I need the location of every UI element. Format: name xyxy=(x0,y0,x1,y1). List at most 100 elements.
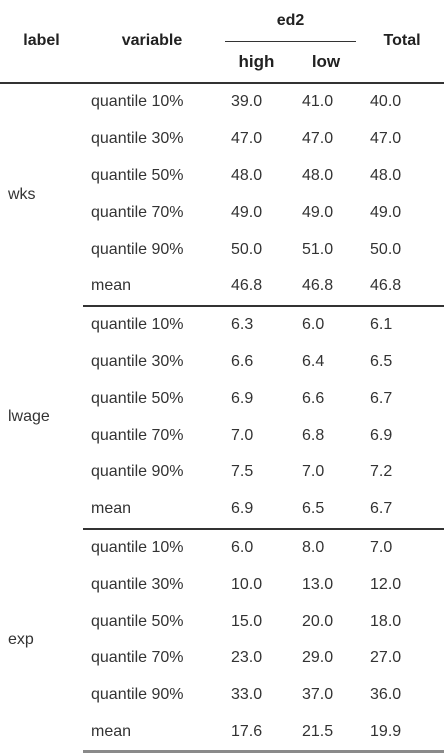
high-value-cell: 23.0 xyxy=(231,649,263,667)
high-value-cell: 10.0 xyxy=(231,575,263,593)
low-value-cell: 21.5 xyxy=(292,713,361,753)
low-value-cell: 29.0 xyxy=(302,649,334,667)
total-value-cell: 18.0 xyxy=(370,612,402,630)
high-value-cell: 6.3 xyxy=(231,316,254,334)
table-header: label variable ed2 Total high low xyxy=(0,0,444,84)
high-value-cell: 33.0 xyxy=(231,686,263,704)
table-row: exp quantile 10% 6.0 8.0 7.0 xyxy=(0,529,444,648)
high-value-cell: 6.9 xyxy=(221,490,292,530)
high-value-cell: 6.0 xyxy=(231,538,254,556)
table-row: quantile 30% 6.6 6.4 6.5 xyxy=(0,344,444,381)
table-row: quantile 90% 7.5 7.0 7.2 xyxy=(0,454,444,491)
total-value-cell: 7.0 xyxy=(370,538,393,556)
variable-cell: quantile 10% xyxy=(91,93,184,111)
table-row: quantile 50% 6.9 6.6 6.7 xyxy=(0,380,444,417)
group-label-1: lwage xyxy=(8,408,50,426)
low-value-cell: 6.5 xyxy=(292,490,361,530)
variable-cell: quantile 30% xyxy=(91,352,184,370)
variable-cell: quantile 90% xyxy=(91,686,184,704)
table-row: mean 17.6 21.5 19.9 xyxy=(0,713,444,753)
low-value-cell: 48.0 xyxy=(302,166,334,184)
low-value-cell: 47.0 xyxy=(302,130,334,148)
low-value-cell: 6.4 xyxy=(302,352,325,370)
total-value-cell: 7.2 xyxy=(370,463,393,481)
low-value-cell: 41.0 xyxy=(302,93,334,111)
total-value-cell: 6.1 xyxy=(370,316,393,334)
variable-cell: quantile 30% xyxy=(91,575,184,593)
table-row: quantile 70% 23.0 29.0 27.0 xyxy=(0,640,444,677)
high-value-cell: 17.6 xyxy=(221,713,292,753)
variable-cell: mean xyxy=(83,490,221,530)
table-row: quantile 50% 15.0 20.0 18.0 xyxy=(0,603,444,640)
variable-cell: mean xyxy=(83,713,221,753)
total-value-cell: 27.0 xyxy=(370,649,402,667)
header-group-label: ed2 xyxy=(276,12,305,29)
variable-cell: quantile 10% xyxy=(91,316,184,334)
high-value-cell: 6.6 xyxy=(231,352,254,370)
low-value-cell: 6.8 xyxy=(302,426,325,444)
low-value-cell: 51.0 xyxy=(302,240,334,258)
variable-cell: quantile 50% xyxy=(91,612,184,630)
table-body: wks quantile 10% 39.0 41.0 40.0 quantile 30% 4… xyxy=(0,83,444,753)
table-row: quantile 50% 48.0 48.0 48.0 xyxy=(0,158,444,195)
total-value-cell: 12.0 xyxy=(370,575,402,593)
low-value-cell: 13.0 xyxy=(302,575,334,593)
high-value-cell: 7.0 xyxy=(231,426,254,444)
high-value-cell: 48.0 xyxy=(231,166,263,184)
high-value-cell: 46.8 xyxy=(221,267,292,307)
table-row: lwage quantile 10% 6.3 6.0 6.1 xyxy=(0,306,444,425)
variable-cell: quantile 50% xyxy=(91,389,184,407)
low-value-cell: 8.0 xyxy=(302,538,325,556)
total-value-cell: 36.0 xyxy=(370,686,402,704)
variable-cell: quantile 70% xyxy=(91,649,184,667)
header-low: low xyxy=(292,42,361,84)
variable-cell: quantile 50% xyxy=(91,166,184,184)
high-value-cell: 47.0 xyxy=(231,130,263,148)
table-row: wks quantile 10% 39.0 41.0 40.0 xyxy=(0,83,444,203)
header-group-ed2: ed2 xyxy=(221,0,360,42)
group-underline xyxy=(225,41,357,42)
high-value-cell: 39.0 xyxy=(231,93,263,111)
high-value-cell: 50.0 xyxy=(231,240,263,258)
header-high: high xyxy=(221,42,292,84)
table-row: quantile 90% 50.0 51.0 50.0 xyxy=(0,231,444,268)
total-value-cell: 47.0 xyxy=(370,130,402,148)
low-value-cell: 37.0 xyxy=(302,686,334,704)
header-total: Total xyxy=(360,0,444,84)
table-row: mean 6.9 6.5 6.7 xyxy=(0,490,444,530)
header-label: label xyxy=(0,0,83,84)
low-value-cell: 6.0 xyxy=(302,316,325,334)
total-value-cell: 48.0 xyxy=(370,166,402,184)
variable-cell: quantile 10% xyxy=(91,538,184,556)
low-value-cell: 46.8 xyxy=(292,267,361,307)
variable-cell: mean xyxy=(83,267,221,307)
table-row: quantile 30% 10.0 13.0 12.0 xyxy=(0,566,444,603)
high-value-cell: 15.0 xyxy=(231,612,263,630)
total-value-cell: 6.5 xyxy=(370,352,393,370)
total-value-cell: 50.0 xyxy=(370,240,402,258)
low-value-cell: 6.6 xyxy=(302,389,325,407)
group-label-0: wks xyxy=(8,185,36,203)
low-value-cell: 49.0 xyxy=(302,203,334,221)
variable-cell: quantile 90% xyxy=(91,240,184,258)
table-row: quantile 90% 33.0 37.0 36.0 xyxy=(0,677,444,714)
total-value-cell: 49.0 xyxy=(370,203,402,221)
high-value-cell: 49.0 xyxy=(231,203,263,221)
high-value-cell: 7.5 xyxy=(231,463,254,481)
total-value-cell: 6.9 xyxy=(370,426,393,444)
table-row: quantile 70% 49.0 49.0 49.0 xyxy=(0,194,444,231)
group-label-2: exp xyxy=(8,631,34,649)
table-row: quantile 70% 7.0 6.8 6.9 xyxy=(0,417,444,454)
total-value-cell: 46.8 xyxy=(360,267,444,307)
high-value-cell: 6.9 xyxy=(231,389,254,407)
low-value-cell: 20.0 xyxy=(302,612,334,630)
variable-cell: quantile 90% xyxy=(91,463,184,481)
table-row: quantile 30% 47.0 47.0 47.0 xyxy=(0,121,444,158)
total-value-cell: 40.0 xyxy=(370,93,402,111)
table-row: mean 46.8 46.8 46.8 xyxy=(0,267,444,307)
total-value-cell: 6.7 xyxy=(370,389,393,407)
total-value-cell: 6.7 xyxy=(360,490,444,530)
total-value-cell: 19.9 xyxy=(360,713,444,753)
variable-cell: quantile 70% xyxy=(91,203,184,221)
